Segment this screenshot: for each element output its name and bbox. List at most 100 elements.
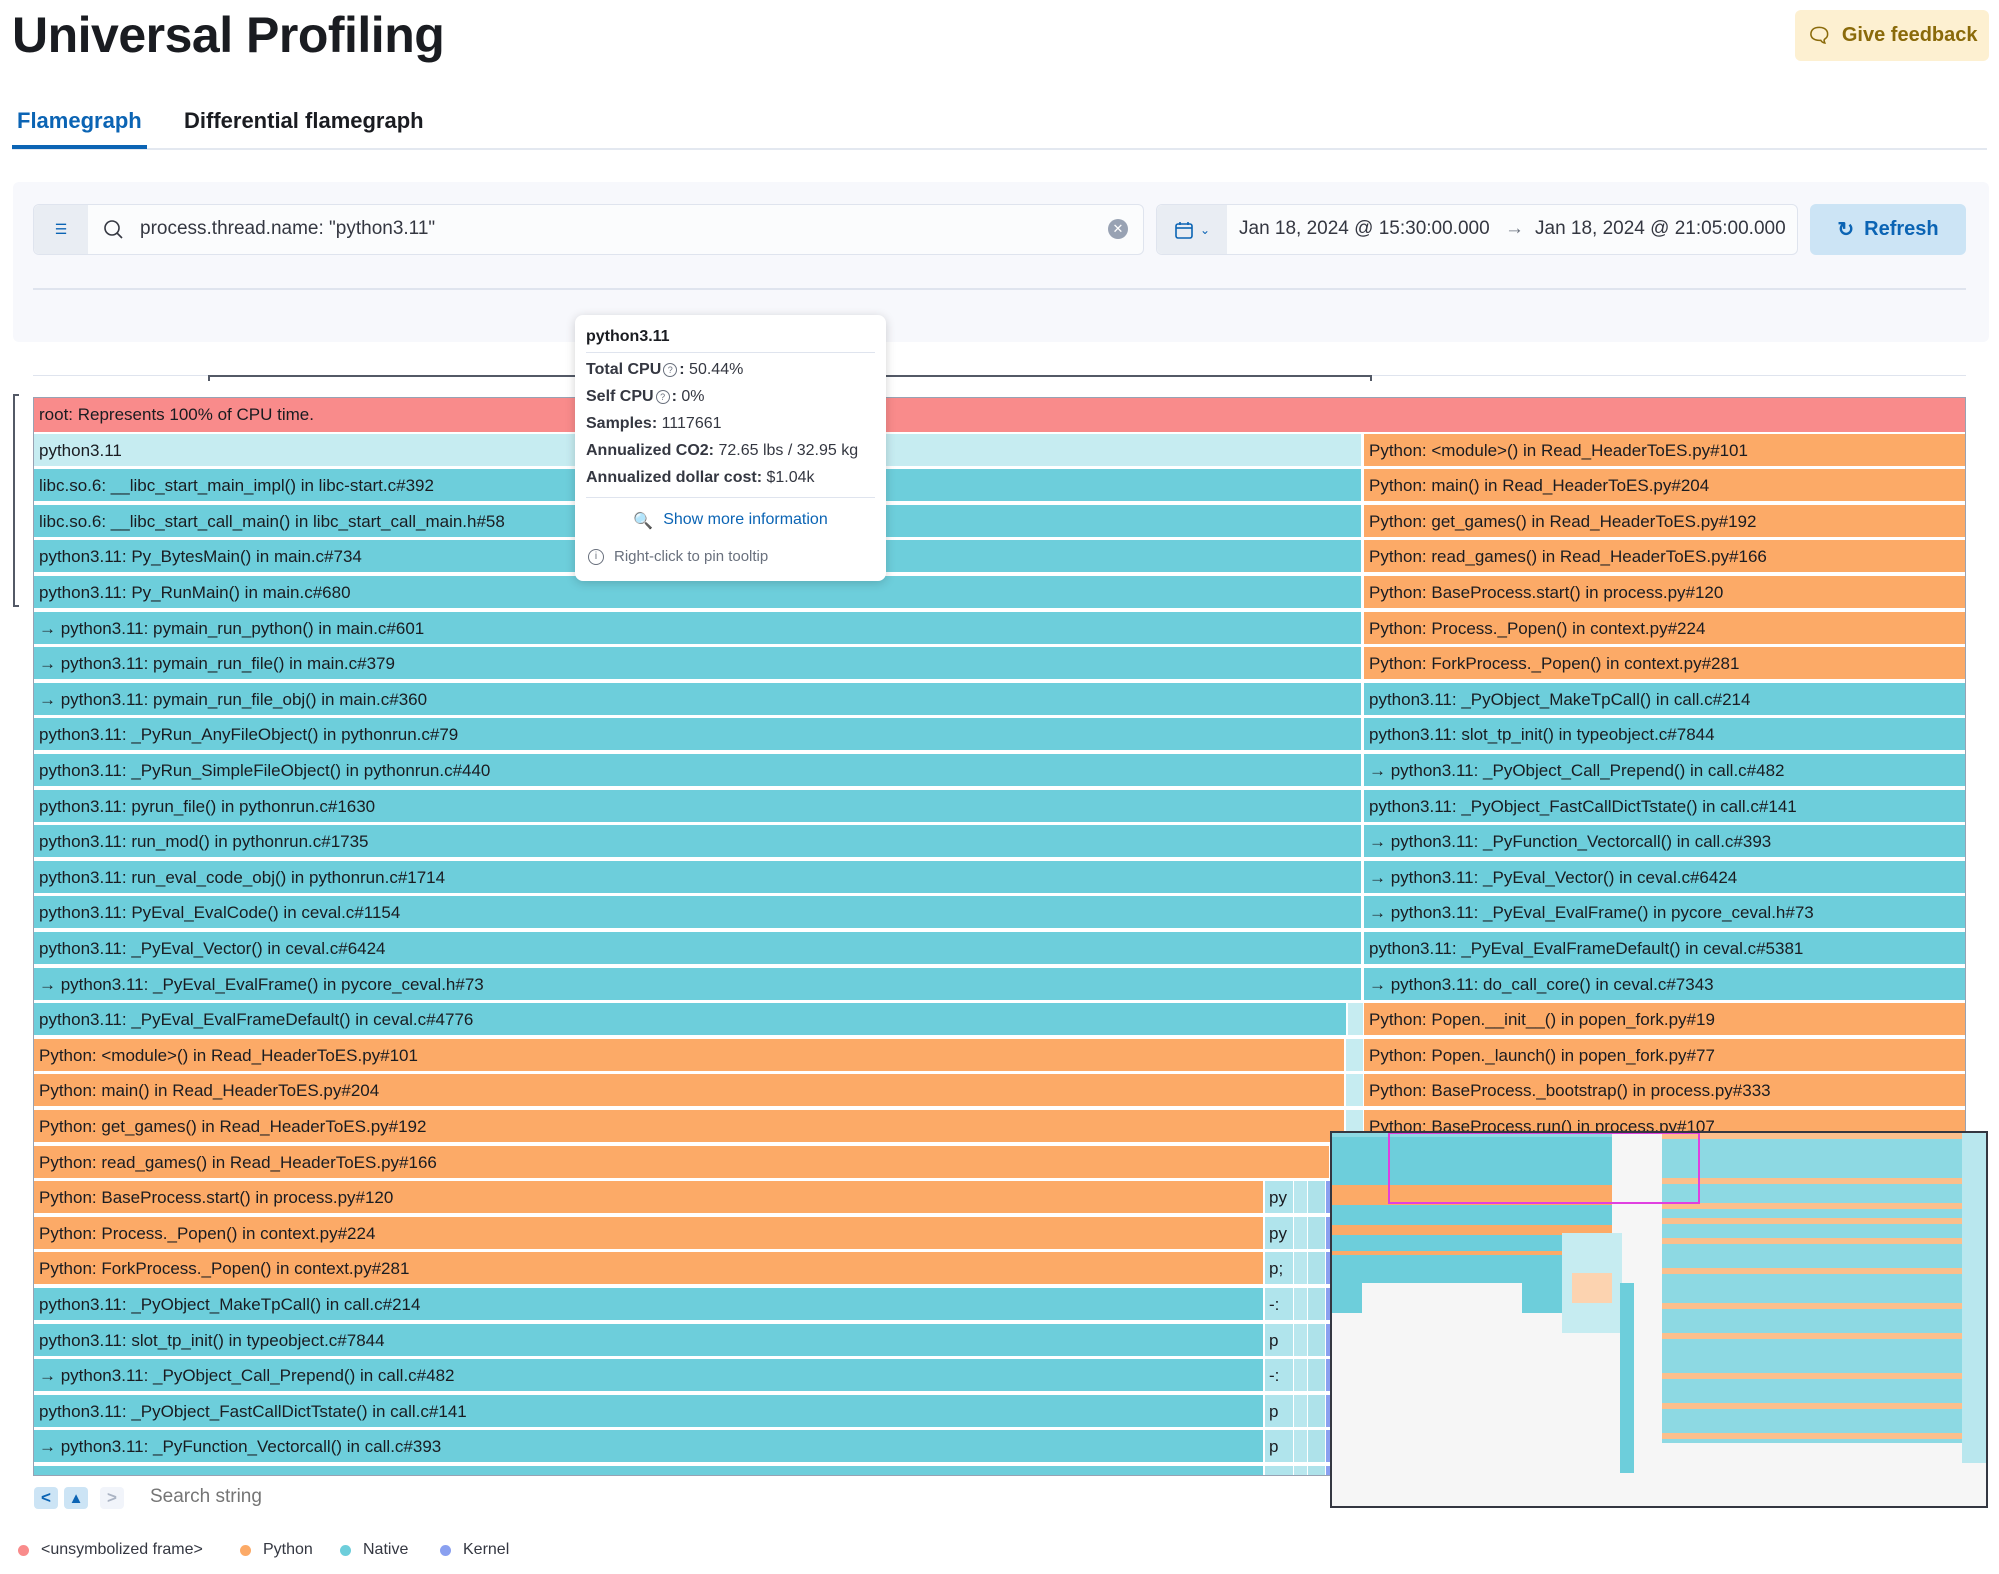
start-date[interactable]: Jan 18, 2024 @ 15:30:00.000 [1239, 218, 1490, 239]
frame[interactable]: p; [1265, 1252, 1294, 1287]
frame[interactable]: Python: Popen.__init__() in popen_fork.p… [1364, 1003, 1965, 1038]
date-picker[interactable]: ⌄ Jan 18, 2024 @ 15:30:00.000 → Jan 18, … [1156, 204, 1798, 255]
frame[interactable] [1308, 1359, 1326, 1394]
frame[interactable] [1294, 1466, 1308, 1475]
previous-match-button[interactable]: < [34, 1487, 58, 1509]
clear-search-icon[interactable]: ✕ [1108, 219, 1128, 239]
frame[interactable]: p [1265, 1430, 1294, 1465]
frame[interactable]: python3.11: Py_RunMain() in main.c#680 [34, 576, 1361, 610]
frame[interactable] [1294, 1181, 1308, 1216]
frame[interactable]: py [1265, 1216, 1294, 1251]
frame[interactable] [1294, 1359, 1308, 1394]
frame[interactable] [1308, 1394, 1326, 1429]
help-icon[interactable]: ? [663, 363, 678, 377]
frame[interactable]: → python3.11: pymain_run_python() in mai… [34, 611, 1361, 646]
end-date[interactable]: Jan 18, 2024 @ 21:05:00.000 [1535, 218, 1786, 239]
pin-tooltip-hint: i Right-click to pin tooltip [586, 548, 768, 565]
kql-search-bar[interactable]: ☰ process.thread.name: "python3.11" ✕ [33, 204, 1144, 255]
frame[interactable]: → python3.11: _PyEval_EvalFrame() in pyc… [1364, 896, 1965, 931]
frame[interactable]: Python: get_games() in Read_HeaderToES.p… [1364, 504, 1965, 539]
frame[interactable]: → python3.11: _PyEval_Vector() in ceval.… [34, 1466, 1263, 1475]
frame[interactable] [1308, 1466, 1326, 1475]
frame[interactable]: Python: BaseProcess.start() in process.p… [1364, 576, 1965, 610]
frame[interactable]: python3.11: _PyObject_MakeTpCall() in ca… [34, 1288, 1263, 1322]
frame[interactable]: python3.11: _PyEval_EvalFrameDefault() i… [34, 1003, 1346, 1038]
frame[interactable] [1294, 1430, 1308, 1465]
frame[interactable] [1294, 1288, 1308, 1322]
frame[interactable]: Python: BaseProcess.start() in process.p… [34, 1181, 1263, 1216]
frame[interactable]: → python3.11: pymain_run_file() in main.… [34, 647, 1361, 682]
frame[interactable]: python3.11: _PyRun_SimpleFileObject() in… [34, 754, 1361, 788]
frame[interactable]: p [1265, 1394, 1294, 1429]
refresh-button[interactable]: ↻ Refresh [1810, 204, 1966, 255]
frame[interactable]: Python: Process._Popen() in context.py#2… [34, 1216, 1263, 1251]
frame[interactable]: Python: main() in Read_HeaderToES.py#204 [34, 1074, 1344, 1109]
tab-flamegraph[interactable]: Flamegraph [17, 108, 142, 133]
frame[interactable] [1308, 1323, 1326, 1358]
frame[interactable] [1348, 1003, 1363, 1038]
frame[interactable]: → python3.11: pymain_run_file_obj() in m… [34, 682, 1361, 717]
frame[interactable]: → python3.11: _PyEval_EvalFrame() in pyc… [34, 967, 1361, 1002]
frame[interactable]: -: [1265, 1288, 1294, 1322]
frame[interactable]: python3.11: _PyObject_MakeTpCall() in ca… [1364, 682, 1965, 717]
frame[interactable]: → python3.11: _PyObject_Call_Prepend() i… [34, 1359, 1263, 1394]
next-match-button[interactable]: > [100, 1487, 124, 1509]
frame[interactable]: Python: ForkProcess._Popen() in context.… [34, 1252, 1263, 1287]
give-feedback-button[interactable]: 🗨 Give feedback [1795, 10, 1989, 61]
frame[interactable]: python3.11: _PyEval_EvalFrameDefault() i… [1364, 932, 1965, 966]
reset-zoom-button[interactable]: ▲ [64, 1487, 88, 1509]
frame[interactable]: -: [1265, 1359, 1294, 1394]
frame[interactable]: python3.11: _PyObject_FastCallDictTstate… [1364, 789, 1965, 824]
flamegraph-search-input[interactable] [148, 1485, 552, 1509]
minimap-viewport[interactable] [1388, 1133, 1700, 1204]
frame[interactable]: py [1265, 1181, 1294, 1216]
frame[interactable]: Python: read_games() in Read_HeaderToES.… [1364, 540, 1965, 575]
tooltip-cost: Annualized dollar cost: $1.04k [586, 469, 815, 487]
frame[interactable]: → python3.11: _PyFunction_Vectorcall() i… [34, 1430, 1263, 1465]
frame[interactable]: python3.11: _PyEval_Vector() in ceval.c#… [34, 932, 1361, 966]
frame[interactable]: → python3.11: _PyEval_Vector() in ceval.… [1364, 860, 1965, 895]
frame[interactable]: Python: Process._Popen() in context.py#2… [1364, 611, 1965, 646]
frame[interactable]: p [1265, 1323, 1294, 1358]
flamegraph-minimap[interactable] [1330, 1131, 1988, 1508]
frame[interactable] [1346, 1074, 1363, 1109]
frame[interactable] [1308, 1288, 1326, 1322]
frame[interactable]: → python3.11: do_call_core() in ceval.c#… [1364, 967, 1965, 1002]
frame[interactable] [1308, 1252, 1326, 1287]
frame[interactable]: Python: <module>() in Read_HeaderToES.py… [34, 1038, 1344, 1073]
filter-button[interactable]: ☰ [34, 205, 88, 254]
show-more-label: Show more information [663, 511, 828, 528]
frame[interactable]: Python: ForkProcess._Popen() in context.… [1364, 647, 1965, 682]
frame[interactable]: Python: BaseProcess._bootstrap() in proc… [1364, 1074, 1965, 1109]
frame[interactable]: Python: get_games() in Read_HeaderToES.p… [34, 1110, 1344, 1144]
show-more-information-link[interactable]: 🔍 Show more information [575, 511, 886, 531]
frame[interactable]: python3.11: pyrun_file() in pythonrun.c#… [34, 789, 1361, 824]
frame[interactable] [1294, 1252, 1308, 1287]
frame[interactable] [1308, 1216, 1326, 1251]
quick-select-button[interactable]: ⌄ [1157, 205, 1227, 254]
frame[interactable] [1308, 1430, 1326, 1465]
frame[interactable]: python3.11: PyEval_EvalCode() in ceval.c… [34, 896, 1361, 931]
frame[interactable]: python3.11: run_eval_code_obj() in pytho… [34, 860, 1361, 895]
frame[interactable]: python3.11: run_mod() in pythonrun.c#173… [34, 825, 1361, 860]
frame[interactable]: python3.11: slot_tp_init() in typeobject… [1364, 718, 1965, 753]
frame[interactable]: Python: Popen._launch() in popen_fork.py… [1364, 1038, 1965, 1073]
frame-root[interactable]: root: Represents 100% of CPU time. [34, 398, 1965, 432]
frame[interactable] [1346, 1038, 1363, 1073]
frame[interactable]: Python: read_games() in Read_HeaderToES.… [34, 1145, 1329, 1180]
frame[interactable]: Python: main() in Read_HeaderToES.py#204 [1364, 469, 1965, 504]
search-query-input[interactable]: process.thread.name: "python3.11" [140, 218, 436, 239]
tab-differential-flamegraph[interactable]: Differential flamegraph [184, 108, 424, 133]
frame[interactable]: python3.11: _PyRun_AnyFileObject() in py… [34, 718, 1361, 753]
frame[interactable] [1294, 1394, 1308, 1429]
frame[interactable] [1308, 1181, 1326, 1216]
frame[interactable]: Python: <module>() in Read_HeaderToES.py… [1364, 433, 1965, 468]
frame[interactable]: python3.11: _PyObject_FastCallDictTstate… [34, 1394, 1263, 1429]
frame[interactable] [1265, 1466, 1294, 1475]
help-icon[interactable]: ? [655, 390, 670, 404]
frame[interactable] [1294, 1216, 1308, 1251]
frame[interactable]: → python3.11: _PyFunction_Vectorcall() i… [1364, 825, 1965, 860]
frame[interactable] [1294, 1323, 1308, 1358]
frame[interactable]: python3.11: slot_tp_init() in typeobject… [34, 1323, 1263, 1358]
frame[interactable]: → python3.11: _PyObject_Call_Prepend() i… [1364, 754, 1965, 788]
